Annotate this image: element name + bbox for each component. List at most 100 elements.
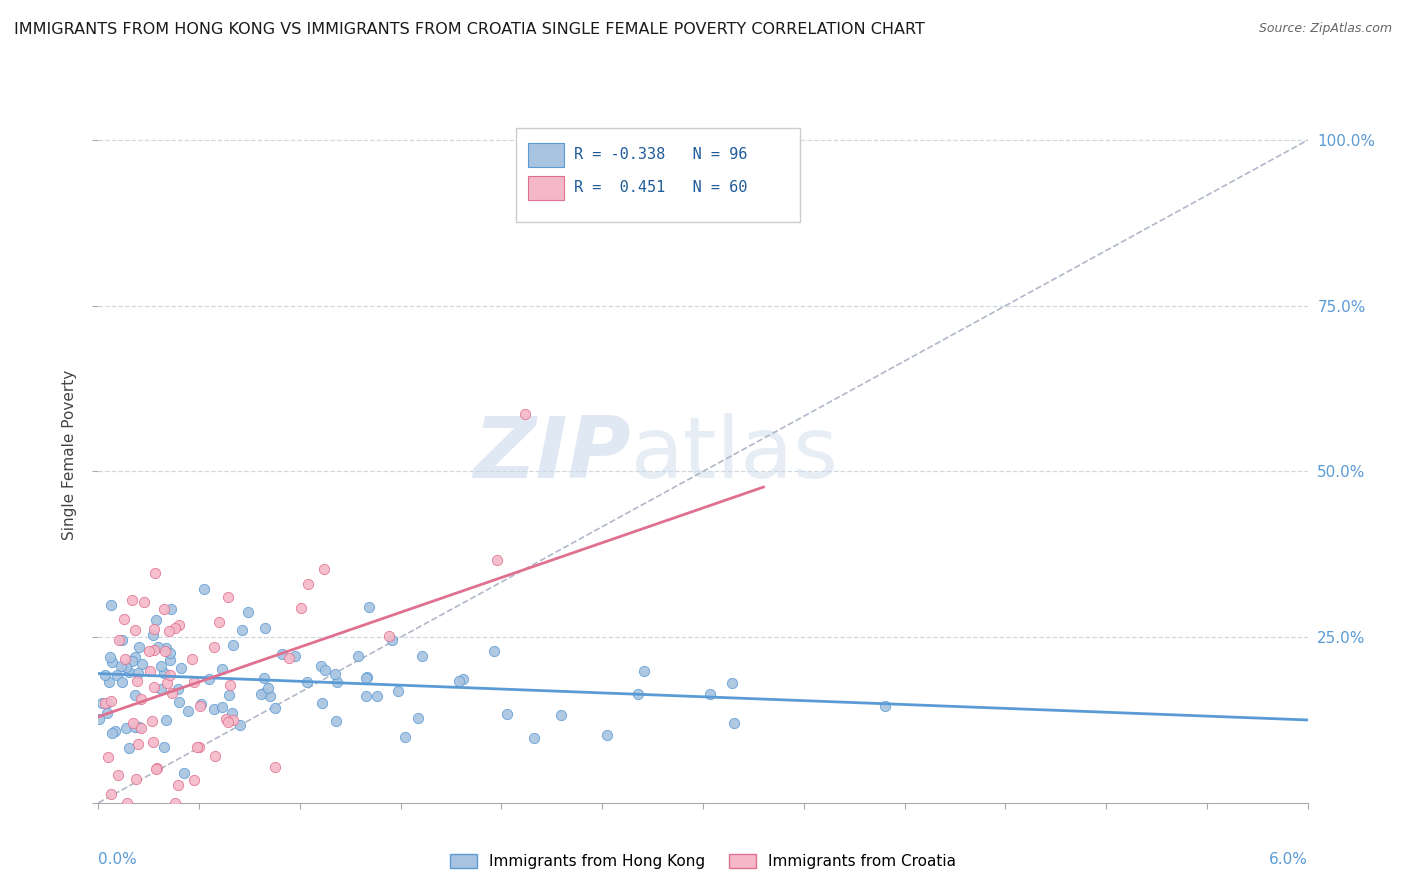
Point (121, 593, 143, 607)
Text: R =  0.451   N = 60: R = 0.451 N = 60 (574, 179, 747, 194)
FancyBboxPatch shape (527, 144, 564, 167)
Point (356, 670, 378, 684)
Point (411, 649, 433, 664)
Point (257, 681, 280, 695)
Text: IMMIGRANTS FROM HONG KONG VS IMMIGRANTS FROM CROATIA SINGLE FEMALE POVERTY CORRE: IMMIGRANTS FROM HONG KONG VS IMMIGRANTS … (14, 22, 925, 37)
Point (221, 706, 243, 721)
Point (484, 644, 506, 658)
Point (138, 644, 160, 658)
Point (111, 674, 134, 689)
Text: 6.0%: 6.0% (1268, 852, 1308, 866)
Point (183, 674, 205, 689)
Point (290, 601, 312, 615)
Point (127, 737, 149, 751)
Point (236, 605, 259, 619)
Point (131, 657, 153, 671)
Point (153, 739, 176, 754)
Point (117, 796, 139, 810)
Point (485, 553, 508, 567)
Point (167, 618, 190, 632)
Point (190, 697, 212, 711)
Point (325, 714, 347, 728)
Point (145, 761, 167, 775)
Point (110, 632, 132, 647)
Point (229, 718, 252, 732)
Point (207, 615, 229, 629)
Point (297, 674, 319, 689)
Point (188, 698, 211, 713)
Point (323, 667, 346, 681)
Point (145, 762, 167, 776)
Point (166, 778, 188, 792)
Point (163, 621, 186, 635)
Point (187, 739, 209, 754)
Point (159, 653, 181, 667)
Point (118, 740, 141, 755)
Point (253, 686, 276, 700)
Point (523, 731, 546, 745)
Point (114, 721, 136, 735)
Point (142, 735, 165, 749)
Point (309, 658, 332, 673)
Point (94, 668, 117, 682)
Point (314, 663, 336, 677)
Point (231, 623, 253, 637)
Point (153, 644, 176, 658)
Point (142, 627, 165, 641)
Point (153, 666, 176, 681)
Point (394, 730, 416, 744)
Point (124, 688, 146, 702)
Point (254, 621, 277, 635)
Point (449, 673, 471, 688)
Point (143, 622, 166, 636)
Point (96, 706, 118, 720)
Point (121, 654, 143, 668)
Point (141, 714, 163, 728)
Point (311, 697, 333, 711)
Point (105, 668, 128, 682)
Point (159, 668, 181, 682)
Point (163, 796, 186, 810)
Point (155, 641, 177, 656)
Point (143, 680, 166, 694)
Point (159, 646, 181, 660)
Point (97, 750, 120, 764)
Point (381, 633, 404, 648)
Point (699, 687, 721, 701)
Point (250, 687, 273, 701)
Point (114, 652, 136, 666)
Point (98, 675, 121, 690)
Point (118, 665, 141, 679)
Point (125, 673, 148, 688)
Y-axis label: Single Female Poverty: Single Female Poverty (62, 370, 77, 540)
Point (162, 685, 184, 699)
Point (153, 602, 176, 616)
Point (98, 649, 121, 664)
Point (204, 748, 226, 763)
Point (354, 671, 377, 685)
Point (100, 599, 122, 613)
Text: R = -0.338   N = 96: R = -0.338 N = 96 (574, 147, 747, 161)
Point (157, 624, 180, 638)
Point (873, 698, 896, 713)
Point (186, 740, 208, 755)
Point (138, 664, 160, 678)
Point (721, 676, 744, 690)
Point (217, 714, 239, 729)
Point (347, 649, 370, 664)
Point (93, 696, 115, 710)
Point (112, 611, 135, 625)
Point (354, 689, 377, 703)
Point (408, 711, 430, 725)
Point (156, 676, 179, 690)
Point (451, 672, 474, 686)
Point (215, 712, 238, 726)
Point (128, 640, 150, 654)
Point (550, 707, 572, 722)
Point (259, 690, 281, 704)
Point (202, 702, 225, 716)
Text: ZIP: ZIP (472, 413, 630, 497)
Text: Source: ZipAtlas.com: Source: ZipAtlas.com (1258, 22, 1392, 36)
Point (278, 651, 301, 665)
Point (104, 723, 127, 738)
